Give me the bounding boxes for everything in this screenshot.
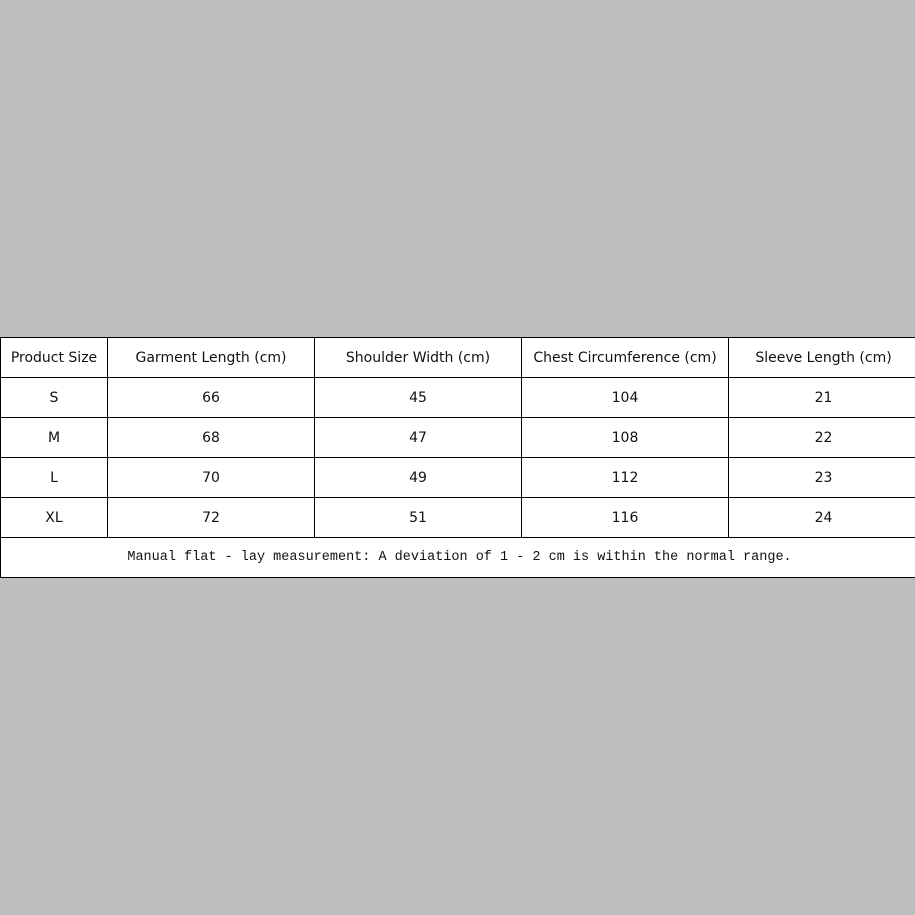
cell-size: M <box>0 417 108 458</box>
cell-size: S <box>0 377 108 418</box>
cell-shoulder-width: 51 <box>314 497 522 538</box>
measurement-note: Manual flat - lay measurement: A deviati… <box>0 537 915 578</box>
table-row: M 68 47 108 22 <box>0 417 915 458</box>
header-row: Product Size Garment Length (cm) Shoulde… <box>0 337 915 378</box>
cell-sleeve: 24 <box>728 497 915 538</box>
header-product-size: Product Size <box>0 337 108 378</box>
header-sleeve-length: Sleeve Length (cm) <box>728 337 915 378</box>
header-garment-length: Garment Length (cm) <box>107 337 315 378</box>
cell-garment-length: 66 <box>107 377 315 418</box>
cell-chest: 116 <box>521 497 729 538</box>
cell-garment-length: 72 <box>107 497 315 538</box>
note-row: Manual flat - lay measurement: A deviati… <box>0 537 915 578</box>
size-chart-table: Product Size Garment Length (cm) Shoulde… <box>0 337 915 578</box>
table-row: L 70 49 112 23 <box>0 457 915 498</box>
cell-size: XL <box>0 497 108 538</box>
cell-chest: 108 <box>521 417 729 458</box>
header-chest-circumference: Chest Circumference (cm) <box>521 337 729 378</box>
table-row: S 66 45 104 21 <box>0 377 915 418</box>
cell-size: L <box>0 457 108 498</box>
cell-shoulder-width: 45 <box>314 377 522 418</box>
cell-shoulder-width: 47 <box>314 417 522 458</box>
cell-chest: 104 <box>521 377 729 418</box>
cell-sleeve: 23 <box>728 457 915 498</box>
cell-garment-length: 70 <box>107 457 315 498</box>
cell-garment-length: 68 <box>107 417 315 458</box>
cell-sleeve: 22 <box>728 417 915 458</box>
cell-chest: 112 <box>521 457 729 498</box>
cell-shoulder-width: 49 <box>314 457 522 498</box>
cell-sleeve: 21 <box>728 377 915 418</box>
table-row: XL 72 51 116 24 <box>0 497 915 538</box>
header-shoulder-width: Shoulder Width (cm) <box>314 337 522 378</box>
